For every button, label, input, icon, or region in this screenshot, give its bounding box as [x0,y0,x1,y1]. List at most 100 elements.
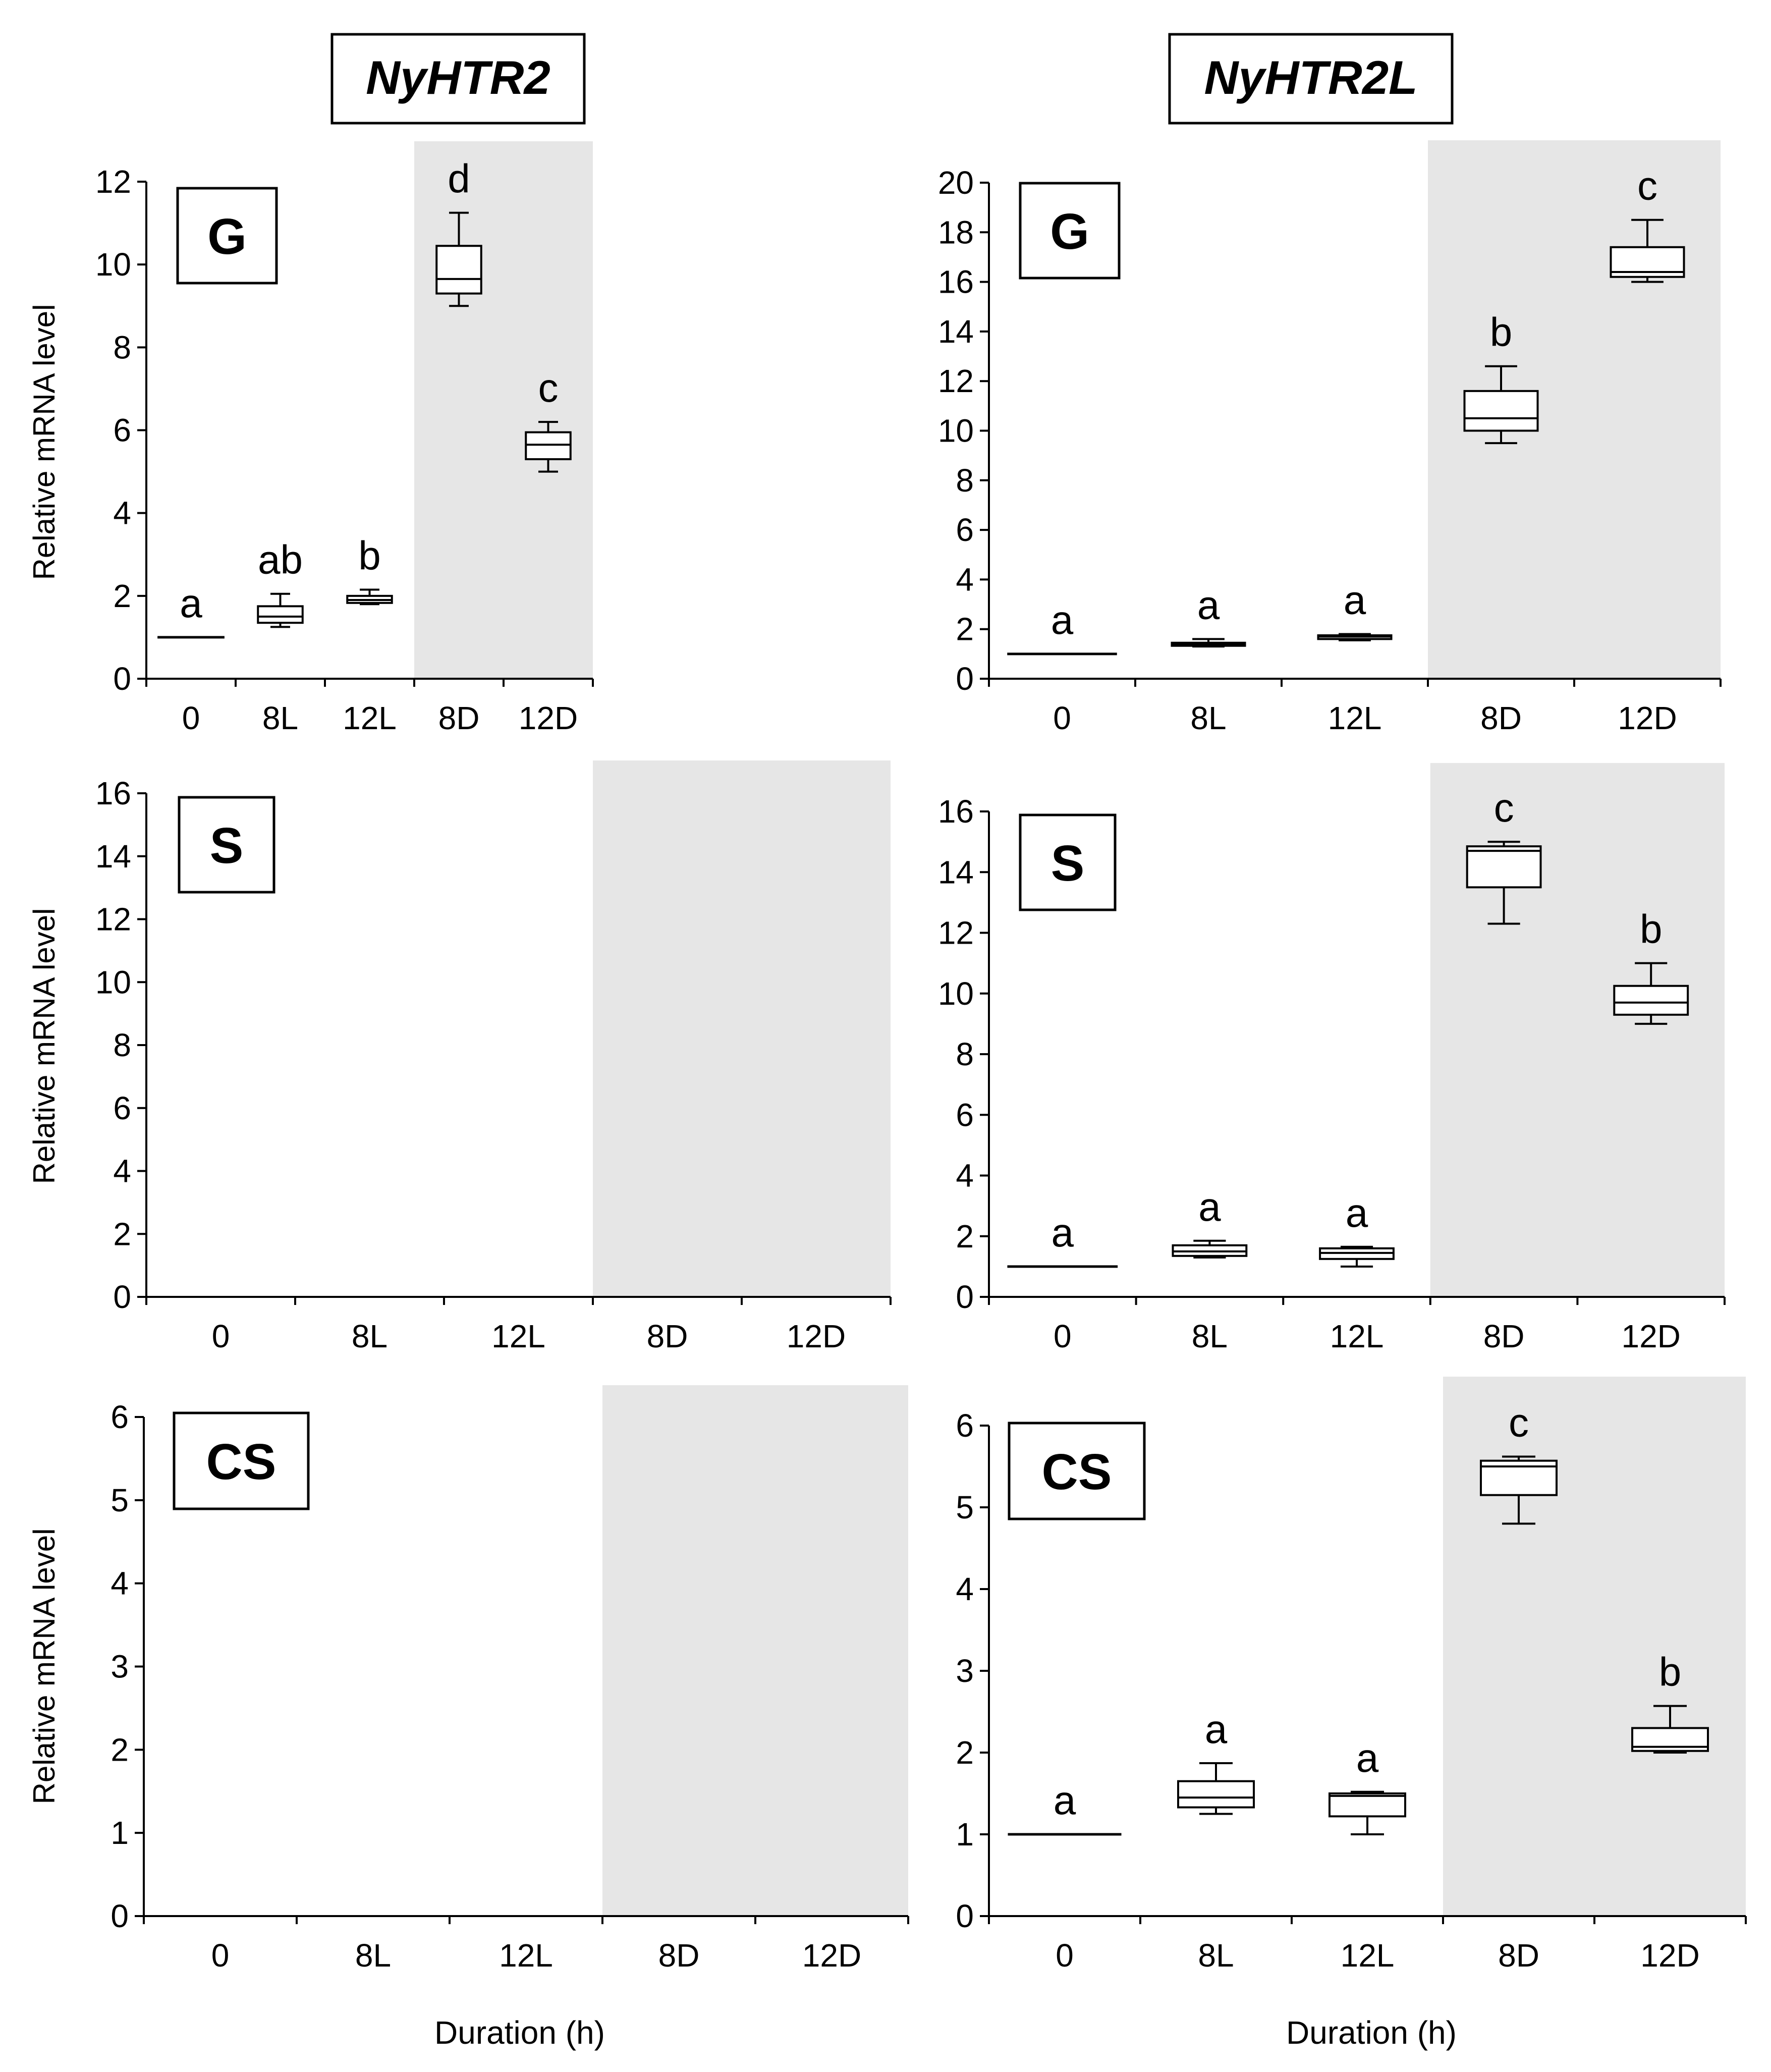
x-category-label-cs-right: 12L [1341,1937,1395,1974]
x-category-label-s-left: 12D [787,1318,846,1354]
dark-period-shading-cs-left [602,1385,908,1916]
significance-letter: a [1344,578,1366,623]
y-tick-label-cs-right: 4 [956,1571,974,1607]
y-tick-label-cs-left: 5 [110,1482,129,1518]
y-tick-label-s-left: 10 [95,964,131,1000]
y-axis-label-g-left: Relative mRNA level [27,304,61,580]
box-g-right-0: a [1007,597,1117,656]
significance-letter: c [1637,163,1657,208]
x-category-label-s-right: 8L [1192,1318,1228,1354]
x-category-label-g-left: 8L [262,700,298,736]
x-axis-title-left: Duration (h) [434,2014,605,2051]
y-tick-label-cs-left: 4 [110,1565,129,1602]
box-s-right-8L: a [1172,1184,1248,1259]
x-axis-title-right: Duration (h) [1286,2014,1457,2051]
svg-text:NyHTR2: NyHTR2 [366,51,550,104]
y-tick-label-g-right: 12 [938,363,974,399]
y-tick-label-s-left: 4 [113,1153,131,1189]
y-tick-label-g-right: 6 [956,512,974,548]
iqr-box [257,605,304,624]
y-tick-label-s-right: 14 [938,854,974,890]
y-tick-label-g-left: 6 [113,412,131,449]
x-category-label-g-right: 12L [1328,700,1382,736]
box-g-left-12L: b [346,533,393,606]
gene-title-left: NyHTR2 [330,33,586,125]
y-tick-label-s-right: 4 [956,1158,974,1194]
y-tick-label-g-left: 8 [113,329,131,365]
dark-period-shading-g-left [414,141,593,679]
y-tick-label-s-left: 6 [113,1090,131,1126]
iqr-box [525,431,572,460]
y-tick-label-s-right: 10 [938,975,974,1012]
box-s-right-0: a [1007,1210,1118,1268]
x-category-label-cs-right: 0 [1056,1937,1074,1974]
iqr-box [435,245,482,295]
panel-g-right: 0 2 4 6 8 10 12 14 16 18 20 0 8L 12L 8D 12D Ga a a b c [938,140,1722,736]
dark-period-shading-s-left [593,760,891,1297]
y-tick-label-s-left: 8 [113,1027,131,1063]
significance-letter: a [1197,582,1220,627]
y-tick-label-s-right: 16 [938,793,974,830]
significance-letter: a [1051,597,1074,642]
significance-letter: a [1346,1190,1368,1235]
y-tick-label-s-right: 8 [956,1036,974,1072]
significance-letter: c [538,365,559,410]
tissue-label-g-left: G [207,208,247,265]
significance-letter: a [1198,1184,1221,1229]
y-tick-label-cs-left: 3 [110,1649,129,1685]
y-tick-label-cs-left: 6 [110,1399,129,1435]
box-g-left-8D: d [435,156,482,307]
tissue-label-box-g-right [1019,182,1121,280]
tissue-label-box-s-right [1019,813,1117,911]
x-category-label-s-right: 0 [1054,1318,1072,1354]
tissue-label-g-right: G [1050,203,1089,260]
y-tick-label-g-right: 14 [938,313,974,350]
y-axis-label-s-left: Relative mRNA level [27,908,61,1184]
x-category-label-s-right: 8D [1483,1318,1525,1354]
tissue-label-box-s-left [178,796,275,894]
tissue-label-cs-left: CS [206,1434,276,1490]
svg-text:NyHTR2L: NyHTR2L [1204,51,1417,104]
box-g-left-0: a [157,581,225,639]
panel-cs-right: 0 1 2 3 4 5 6 0 8L 12L 8D 12D CS a a a c b [956,1377,1747,1974]
significance-letter: a [1356,1735,1379,1780]
y-tick-label-s-left: 2 [113,1216,131,1252]
x-category-label-s-left: 8D [647,1318,688,1354]
x-category-label-s-right: 12D [1621,1318,1680,1354]
y-tick-label-g-right: 2 [956,611,974,647]
significance-letter: a [1205,1707,1228,1752]
significance-letter: ab [258,537,303,582]
box-g-right-12D: c [1610,163,1685,283]
y-tick-label-g-left: 0 [113,661,131,697]
iqr-box [1177,1780,1255,1809]
y-tick-label-g-left: 12 [95,163,131,200]
x-category-label-g-right: 0 [1053,700,1071,736]
iqr-box [1613,985,1689,1016]
x-category-label-cs-left: 12L [499,1937,553,1974]
panel-s-left: 0 2 4 6 8 10 12 14 16 0 8L 12L 8D 12D Relative mRNA le… [27,760,892,1354]
box-cs-right-0: a [1008,1778,1122,1836]
iqr-box [1329,1792,1406,1818]
y-tick-label-cs-left: 0 [110,1898,129,1934]
tissue-label-cs-right: CS [1042,1444,1112,1500]
iqr-box [1466,845,1542,889]
x-category-label-s-right: 12L [1330,1318,1384,1354]
y-tick-label-cs-right: 2 [956,1734,974,1771]
x-category-label-g-left: 12D [519,700,578,736]
significance-letter: a [1054,1778,1076,1823]
x-category-label-g-left: 8D [438,700,480,736]
box-cs-right-8D: c [1480,1400,1558,1525]
box-s-right-12D: b [1613,907,1689,1025]
x-category-label-s-left: 8L [352,1318,388,1354]
y-tick-label-cs-right: 5 [956,1489,974,1525]
x-category-label-s-left: 12L [491,1318,545,1354]
x-category-label-cs-left: 12D [802,1937,861,1974]
tissue-label-box-cs-right [1008,1422,1146,1520]
y-tick-label-cs-right: 0 [956,1898,974,1934]
x-category-label-cs-left: 8D [658,1937,700,1974]
y-tick-label-s-right: 12 [938,915,974,951]
panel-cs-left: 0 1 2 3 4 5 6 0 8L 12L 8D 12D Relative mRNA level CS [27,1385,909,1974]
x-category-label-g-right: 8D [1480,700,1522,736]
dark-period-shading-s-right [1430,763,1725,1297]
significance-letter: b [358,533,381,578]
